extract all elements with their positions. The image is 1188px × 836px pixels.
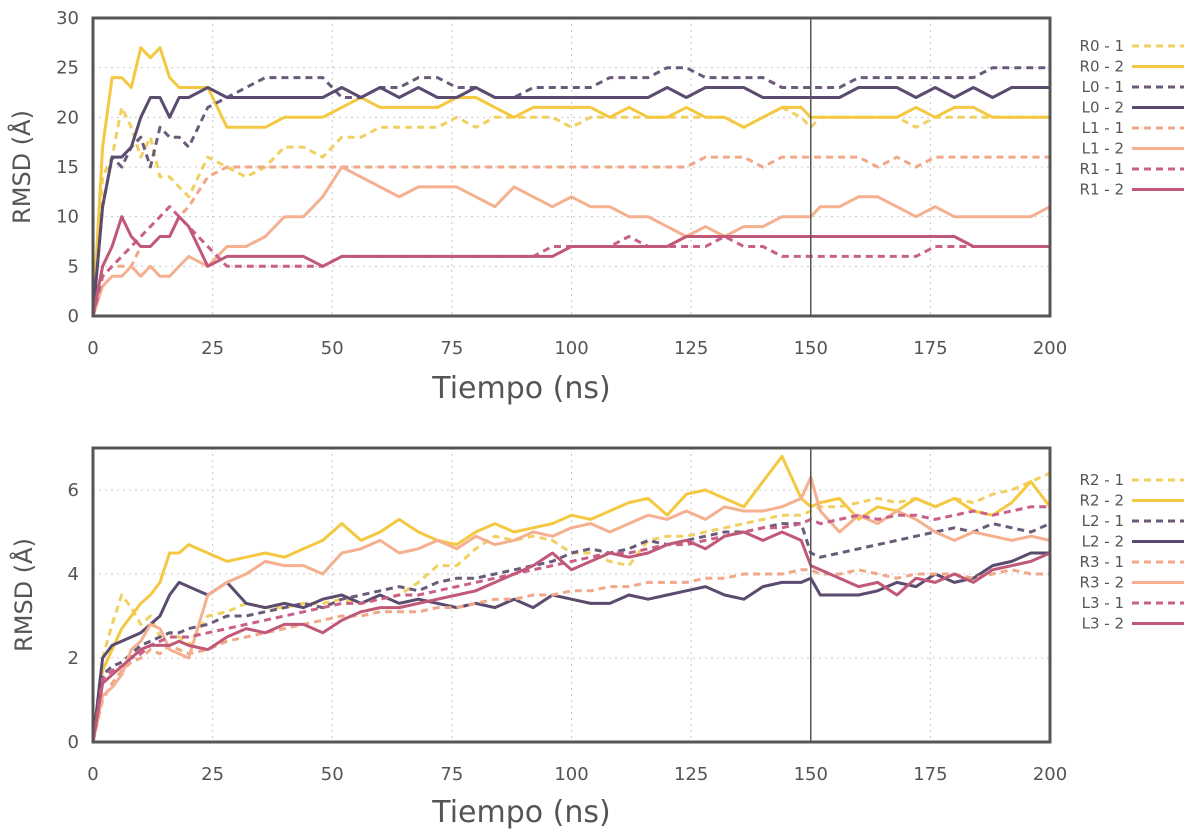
legend-label: R3 - 2 <box>1080 574 1124 592</box>
x-tick-label: 200 <box>1033 764 1067 785</box>
y-tick-label: 5 <box>68 256 79 277</box>
x-axis-label: Tiempo (ns) <box>431 795 610 830</box>
series-line-l3-1 <box>91 505 1050 743</box>
chart-1: 0 25 50 75 100 125 150 175 200 0 5 10 15 20 25 30 Tiempo… <box>7 8 1184 406</box>
x-tick-label: 25 <box>201 338 224 359</box>
series-line-r1-2 <box>91 215 1050 317</box>
y-tick-label: 6 <box>68 480 79 501</box>
legend-label: L1 - 1 <box>1082 119 1124 137</box>
x-tick-label: 50 <box>321 338 344 359</box>
legend-label: R0 - 1 <box>1080 37 1124 55</box>
x-tick-label: 125 <box>674 764 708 785</box>
x-tick-label: 150 <box>794 338 828 359</box>
legend-label: L0 - 1 <box>1082 78 1124 96</box>
legend-label: R2 - 1 <box>1080 471 1124 489</box>
y-tick-label: 30 <box>56 8 79 29</box>
chart-2: 0 25 50 75 100 125 150 175 200 0 2 4 6 Tiempo (ns) RMS… <box>9 446 1184 830</box>
x-tick-label: 150 <box>794 764 828 785</box>
series-line-l1-2 <box>91 165 1051 317</box>
series-line-r2-2 <box>91 454 1052 743</box>
x-tick-label: 75 <box>440 338 463 359</box>
x-tick-label: 50 <box>321 764 344 785</box>
legend-label: R1 - 2 <box>1080 181 1124 199</box>
series-line-l3-2 <box>91 530 1051 743</box>
legend: R2 - 1 R2 - 2 L2 - 1 L2 - 2 R3 - 1 R3 - 2 L3 -… <box>1080 471 1184 633</box>
series-line-l0-1 <box>91 66 1050 317</box>
legend-label: L2 - 2 <box>1082 533 1124 551</box>
series-line-r0-2 <box>91 46 1050 317</box>
y-tick-label: 0 <box>68 306 79 327</box>
y-tick-label: 2 <box>68 648 79 669</box>
legend-label: L3 - 2 <box>1082 615 1124 633</box>
x-tick-label: 175 <box>913 338 947 359</box>
x-tick-label: 175 <box>913 764 947 785</box>
y-axis-label: RMSD (Å) <box>7 110 36 224</box>
series-line-l0-2 <box>91 86 1050 317</box>
legend-label: R3 - 1 <box>1080 553 1124 571</box>
legend: R0 - 1 R0 - 2 L0 - 1 L0 - 2 L1 - 1 L1 - 2 R1 -… <box>1080 37 1184 199</box>
y-tick-label: 0 <box>68 732 79 753</box>
x-tick-label: 0 <box>87 764 98 785</box>
x-tick-label: 100 <box>554 338 588 359</box>
y-tick-label: 20 <box>56 107 79 128</box>
x-tick-label: 0 <box>87 338 98 359</box>
x-tick-label: 100 <box>554 764 588 785</box>
legend-label: L2 - 1 <box>1082 512 1124 530</box>
x-tick-label: 125 <box>674 338 708 359</box>
plot-frame <box>91 16 1052 318</box>
x-axis-label: Tiempo (ns) <box>431 371 610 406</box>
plot-frame <box>91 446 1052 744</box>
series-line-l2-1 <box>91 522 1051 743</box>
legend-label: L3 - 1 <box>1082 594 1124 612</box>
series-line-r3-2 <box>91 475 1051 743</box>
series-line-r3-1 <box>91 568 1050 743</box>
x-tick-label: 200 <box>1033 338 1067 359</box>
y-tick-label: 15 <box>56 157 79 178</box>
legend-label: R1 - 1 <box>1080 160 1124 178</box>
legend-label: R2 - 2 <box>1080 492 1124 510</box>
x-tick-label: 25 <box>201 764 224 785</box>
y-tick-label: 4 <box>68 564 79 585</box>
legend-label: L0 - 2 <box>1082 99 1124 117</box>
x-tick-label: 75 <box>440 764 463 785</box>
y-tick-label: 10 <box>56 207 79 228</box>
y-tick-label: 25 <box>56 58 79 79</box>
legend-label: R0 - 2 <box>1080 58 1124 76</box>
series-line-r2-1 <box>91 471 1051 743</box>
series-line-l2-2 <box>91 551 1050 743</box>
legend-label: L1 - 2 <box>1082 140 1124 158</box>
y-axis-label: RMSD (Å) <box>9 538 38 652</box>
